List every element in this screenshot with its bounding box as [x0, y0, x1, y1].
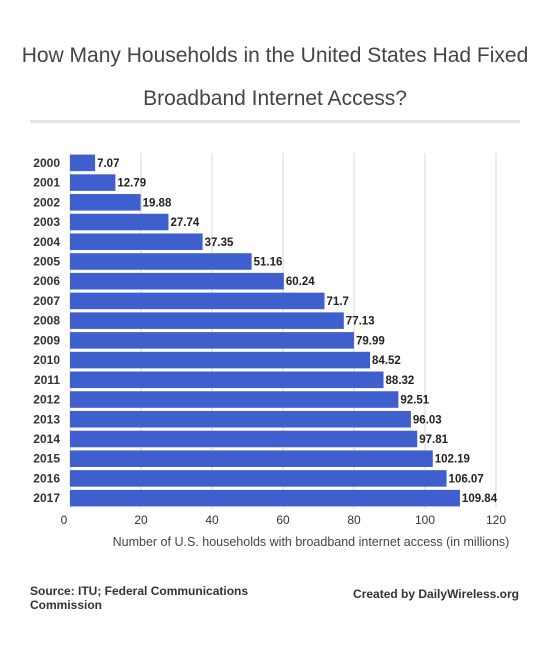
bar	[70, 351, 371, 369]
value-label: 51.16	[254, 256, 283, 268]
bar	[70, 450, 433, 467]
x-axis-label: Number of U.S. households with broadband…	[113, 535, 510, 549]
bar	[70, 312, 344, 329]
title-divider	[30, 120, 520, 123]
category-label: 2017	[33, 491, 60, 505]
credit-note: Created by DailyWireless.org	[353, 587, 519, 601]
bar	[70, 371, 384, 389]
value-label: 109.84	[462, 493, 498, 505]
value-label: 92.51	[400, 395, 429, 407]
value-label: 97.81	[419, 434, 448, 446]
value-label: 71.7	[327, 296, 349, 308]
value-label: 27.74	[170, 217, 199, 229]
category-label: 2005	[33, 254, 60, 268]
x-tick-label: 40	[205, 513, 219, 527]
chart-title: How Many Households in the United States…	[21, 44, 529, 110]
bar	[70, 174, 116, 191]
bar	[70, 194, 141, 211]
category-label: 2008	[33, 314, 60, 328]
bar	[70, 410, 411, 428]
bar	[70, 253, 252, 270]
bar	[70, 332, 354, 349]
bar	[70, 292, 325, 310]
category-label: 2011	[34, 373, 60, 387]
category-label: 2010	[33, 353, 60, 367]
category-label: 2016	[33, 471, 60, 485]
category-label: 2009	[33, 333, 60, 347]
value-label: 96.03	[413, 414, 442, 426]
category-label: 2013	[33, 412, 60, 426]
category-label: 2006	[33, 274, 60, 288]
bar	[70, 154, 96, 172]
source-note: Source: ITU; Federal Communications Comm…	[30, 584, 249, 612]
value-label: 102.19	[435, 454, 470, 466]
x-tick-label: 120	[486, 513, 506, 527]
bar	[70, 430, 418, 448]
category-label: 2015	[33, 452, 60, 466]
category-label: 2001	[33, 176, 60, 190]
value-label: 88.32	[386, 375, 415, 387]
x-tick-label: 100	[415, 513, 435, 527]
category-label: 2000	[33, 156, 60, 170]
value-label: 106.07	[449, 473, 484, 485]
value-label: 12.79	[117, 178, 146, 190]
value-label: 60.24	[286, 276, 315, 288]
x-tick-label: 0	[61, 513, 68, 527]
value-label: 7.07	[97, 158, 119, 170]
bar	[70, 470, 447, 487]
value-label: 19.88	[143, 197, 172, 209]
bar	[70, 272, 284, 290]
x-tick-label: 20	[134, 513, 148, 527]
bar	[70, 391, 399, 408]
category-label: 2007	[33, 294, 60, 308]
bar	[70, 489, 460, 507]
category-label: 2012	[33, 393, 60, 407]
category-label: 2003	[33, 215, 60, 229]
category-label: 2002	[33, 195, 60, 209]
x-tick-label: 60	[276, 513, 290, 527]
category-label: 2004	[33, 235, 60, 249]
category-label: 2014	[33, 432, 60, 446]
value-label: 37.35	[205, 237, 234, 249]
value-label: 84.52	[372, 355, 401, 367]
value-label: 77.13	[346, 316, 375, 328]
value-label: 79.99	[356, 335, 385, 347]
bar	[70, 233, 203, 251]
x-tick-label: 80	[347, 513, 361, 527]
bar	[70, 213, 169, 231]
